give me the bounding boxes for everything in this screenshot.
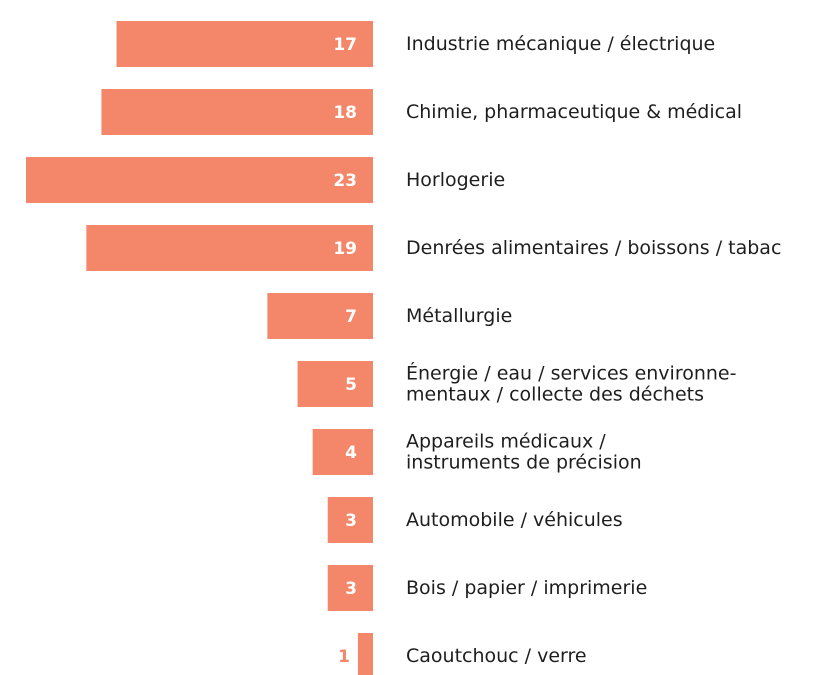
- bar: [312, 429, 373, 475]
- category-label: Bois / papier / imprimerie: [406, 577, 647, 599]
- category-line: mentaux / collecte des déchets: [406, 383, 704, 405]
- category-line: Appareils médicaux /: [406, 430, 606, 452]
- category-label: Appareils médicaux / instruments de préci…: [406, 430, 642, 473]
- category-line: Énergie / eau / services environne-: [406, 361, 736, 384]
- category-label: Industrie mécanique / électrique: [406, 33, 715, 55]
- category-line: Caoutchouc / verre: [406, 645, 587, 667]
- value-label: 3: [345, 579, 357, 599]
- category-line: Chimie, pharmaceutique & médical: [406, 101, 742, 123]
- category-label: Caoutchouc / verre: [406, 645, 587, 667]
- category-line: Métallurgie: [406, 305, 512, 327]
- bar: [357, 633, 373, 675]
- value-label: 7: [345, 307, 357, 327]
- bar: [297, 361, 373, 407]
- value-label: 23: [333, 171, 357, 191]
- category-line: instruments de précision: [406, 451, 642, 473]
- bar: [327, 497, 373, 543]
- bar: [267, 293, 373, 339]
- category-label: Automobile / véhicules: [406, 509, 623, 531]
- bar: [101, 89, 373, 135]
- bar: [86, 225, 373, 271]
- value-label: 1: [338, 647, 350, 667]
- category-label: Chimie, pharmaceutique & médical: [406, 101, 742, 123]
- bar: [116, 21, 374, 67]
- value-label: 17: [333, 35, 357, 55]
- category-line: Horlogerie: [406, 169, 505, 191]
- bar: [327, 565, 373, 611]
- category-label: Horlogerie: [406, 169, 505, 191]
- value-label: 4: [345, 443, 357, 463]
- category-line: Automobile / véhicules: [406, 509, 623, 531]
- category-label: Denrées alimentaires / boissons / tabac: [406, 237, 781, 259]
- category-line: Industrie mécanique / électrique: [406, 33, 715, 55]
- value-label: 18: [333, 103, 357, 123]
- value-label: 5: [345, 375, 357, 395]
- bar: [26, 157, 373, 203]
- category-line: Bois / papier / imprimerie: [406, 577, 647, 599]
- value-label: 3: [345, 511, 357, 531]
- value-label: 19: [333, 239, 357, 259]
- category-label: Métallurgie: [406, 305, 512, 327]
- category-line: Denrées alimentaires / boissons / tabac: [406, 237, 781, 259]
- category-label: Énergie / eau / services environne-menta…: [406, 361, 736, 405]
